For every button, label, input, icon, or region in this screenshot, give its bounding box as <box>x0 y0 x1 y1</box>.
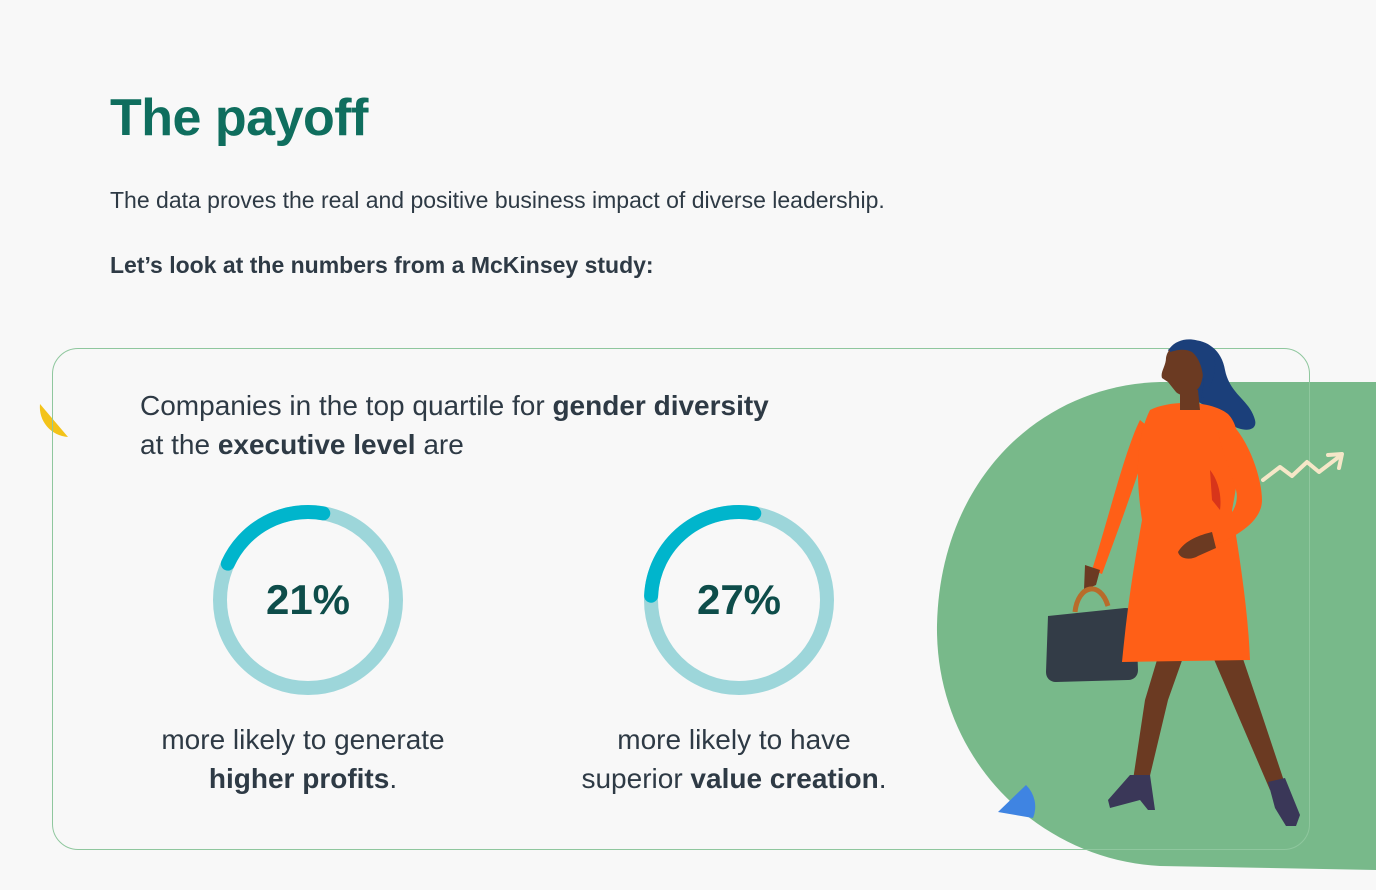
caption-1-bold: higher profits <box>208 763 390 794</box>
caption-2-end: . <box>878 763 887 794</box>
stat-ring-1: 21% <box>208 500 408 700</box>
caption-2-line1: more likely to have <box>617 724 851 755</box>
intro-bold-1: gender diversity <box>552 390 769 421</box>
stat-caption-2: more likely to have superior value creat… <box>534 720 934 798</box>
page-title: The payoff <box>110 89 368 147</box>
yellow-half-circle-icon <box>39 404 68 437</box>
caption-2-pre: superior <box>581 763 691 794</box>
intro-text-3: are <box>415 429 464 460</box>
blue-half-circle-icon <box>998 785 1036 818</box>
page-subtitle: The data proves the real and positive bu… <box>110 187 885 213</box>
rising-arrow-icon <box>1261 454 1342 482</box>
stat-value-1: 21% <box>265 576 351 623</box>
intro-text-1: Companies in the top quartile for <box>140 390 553 421</box>
stat-value-2: 27% <box>696 576 782 623</box>
intro-text-2: at the <box>140 429 218 460</box>
stats-card <box>52 348 1310 850</box>
caption-2-bold: value creation <box>690 763 879 794</box>
ring-progress-arc <box>644 505 762 603</box>
stat-ring-2: 27% <box>639 500 839 700</box>
card-intro: Companies in the top quartile for gender… <box>140 386 920 464</box>
stat-caption-1: more likely to generate higher profits. <box>103 720 503 798</box>
caption-1-end: . <box>389 763 398 794</box>
intro-bold-2: executive level <box>217 429 416 460</box>
ring-progress-arc <box>220 505 331 571</box>
caption-1-line1: more likely to generate <box>161 724 445 755</box>
lead-text: Let’s look at the numbers from a McKinse… <box>110 252 654 278</box>
